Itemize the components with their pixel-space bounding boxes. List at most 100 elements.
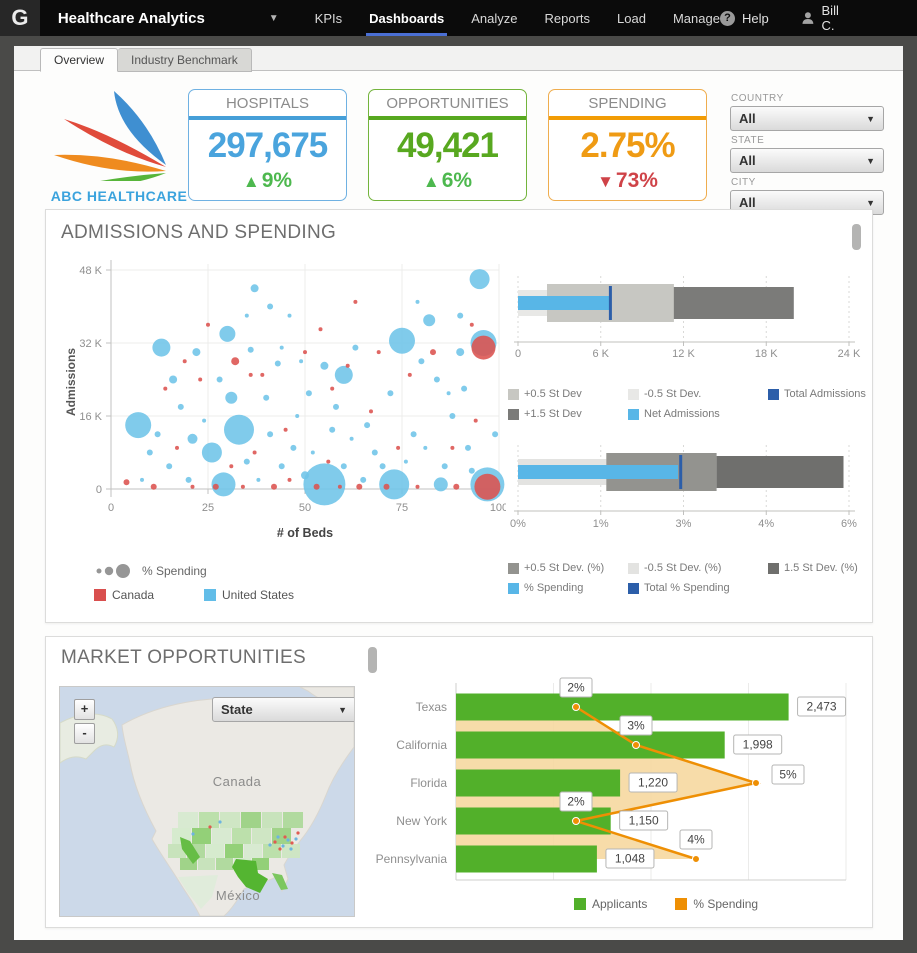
legend-swatch [675,898,688,910]
country-select[interactable]: All ▼ [730,106,884,131]
svg-text:0%: 0% [510,518,526,530]
panel-scrollbar-thumb[interactable] [852,224,861,250]
map-region-select[interactable]: State ▼ [212,697,354,722]
chevron-down-icon: ▼ [866,113,875,124]
svg-text:Pennsylvania: Pennsylvania [376,852,448,866]
panel-scrollbar-thumb[interactable] [368,647,377,673]
nav-item-load[interactable]: Load [617,10,646,26]
legend-swatch [628,388,639,400]
legend-swatch [508,388,519,400]
filter-label-state: STATE [731,135,765,146]
kpi-delta: ▼73% [597,169,658,192]
svg-text:25: 25 [202,502,214,514]
kpi-card-opportunities: OPPORTUNITIES 49,421 ▲6% [368,89,527,201]
svg-text:75: 75 [396,502,408,514]
kpi-delta: ▲9% [242,169,293,192]
chevron-down-icon: ▼ [866,197,875,208]
svg-text:# of Beds: # of Beds [277,526,333,540]
app-logo-letter: G [11,5,29,30]
dashboard-tabs: Overview Industry Benchmark [40,48,252,72]
svg-text:18 K: 18 K [755,348,778,360]
page-content: Overview Industry Benchmark ABC HEALTHCA… [14,46,903,940]
kpi-rule [369,116,526,120]
spending-bullet-legend: +0.5 St Dev. (%) -0.5 St Dev. (%) 1.5 St… [508,562,870,594]
svg-text:Admissions: Admissions [64,348,78,416]
legend-item[interactable]: % Spending [508,582,628,594]
state-select[interactable]: All ▼ [730,148,884,173]
help-button[interactable]: ? Help [719,10,769,26]
legend-item-canada[interactable]: Canada [94,588,204,602]
panel-admissions-and-spending: ADMISSIONS AND SPENDING 0 25 50 75 100 0 16 K 3… [45,209,873,623]
legend-item[interactable]: +0.5 St Dev [508,388,628,400]
legend-item[interactable]: Total Admissions [768,388,870,400]
svg-text:4%: 4% [758,518,774,530]
nav-menu: KPIs Dashboards Analyze Reports Load Man… [315,0,720,36]
legend-item-united-states[interactable]: United States [204,588,314,602]
filter-label-country: COUNTRY [731,93,784,104]
choropleth-map[interactable]: Canada México + - State ▼ [59,686,355,917]
project-selector[interactable]: Healthcare Analytics ▼ [58,10,295,27]
kpi-value: 49,421 [396,126,499,165]
kpi-card-hospitals: HOSPITALS 297,675 ▲9% [188,89,347,201]
svg-text:Florida: Florida [410,776,447,790]
market-bar-chart: Texas California Florida New York Pennsylvan… [376,677,847,881]
nav-right: ? Help Bill C. [719,3,855,33]
svg-text:24 K: 24 K [838,348,861,360]
svg-text:1,998: 1,998 [743,738,773,752]
app-logo[interactable]: G [0,0,40,36]
kpi-card-spending: SPENDING 2.75% ▼73% [548,89,707,201]
help-icon: ? [719,10,735,26]
filter-panel: COUNTRY All ▼ STATE All ▼ CITY All ▼ [730,89,884,215]
top-navbar: G Healthcare Analytics ▼ KPIs Dashboards… [0,0,917,36]
chevron-down-icon: ▼ [866,155,875,166]
svg-text:3%: 3% [627,719,645,733]
panel-title: MARKET OPPORTUNITIES [61,647,306,668]
svg-text:12 K: 12 K [672,348,695,360]
legend-item[interactable]: 1.5 St Dev. (%) [768,562,870,574]
help-label: Help [741,10,769,26]
panel-title: ADMISSIONS AND SPENDING [61,222,337,243]
nav-item-manage[interactable]: Manage [672,10,720,26]
legend-item[interactable]: +1.5 St Dev [508,408,628,420]
company-logo: ABC HEALTHCARE [48,87,190,204]
legend-swatch [574,898,586,910]
nav-item-kpis[interactable]: KPIs [314,10,343,26]
tab-overview[interactable]: Overview [40,48,119,72]
legend-swatch [94,589,106,601]
user-menu[interactable]: Bill C. [801,3,855,33]
svg-text:0: 0 [515,348,521,360]
nav-item-reports[interactable]: Reports [544,10,591,26]
legend-item-pct-spending[interactable]: % Spending [675,897,758,911]
legend-swatch [628,562,639,574]
svg-text:2,473: 2,473 [807,700,837,714]
zoom-in-button[interactable]: + [74,699,95,720]
legend-item-applicants[interactable]: Applicants [574,897,647,911]
legend-item[interactable]: -0.5 St Dev. (%) [628,562,768,574]
legend-swatch [768,562,779,574]
chevron-down-icon: ▼ [268,12,279,24]
legend-item[interactable]: -0.5 St Dev. [628,388,768,400]
svg-text:100: 100 [490,502,506,514]
filter-label-city: CITY [731,177,756,188]
nav-item-dashboards[interactable]: Dashboards [366,0,448,36]
svg-text:1,220: 1,220 [638,776,668,790]
legend-swatch [508,562,519,574]
svg-text:0: 0 [96,484,102,496]
legend-item[interactable]: Total % Spending [628,582,768,594]
map-graphic: Canada México [60,687,354,916]
legend-item[interactable]: +0.5 St Dev. (%) [508,562,628,574]
user-icon [802,12,814,24]
svg-text:California: California [396,738,447,752]
user-label: Bill C. [821,3,839,33]
svg-text:32 K: 32 K [79,338,102,350]
tab-industry-benchmark[interactable]: Industry Benchmark [118,48,252,72]
legend-swatch [508,582,519,594]
zoom-out-button[interactable]: - [74,723,95,744]
legend-swatch [508,408,519,420]
nav-item-analyze[interactable]: Analyze [471,10,518,26]
project-title: Healthcare Analytics [57,9,205,27]
dashboard-canvas: ABC HEALTHCARE HOSPITALS 297,675 ▲9% OPP… [14,70,903,940]
legend-item[interactable]: Net Admissions [628,408,768,420]
kpi-value: 2.75% [580,126,675,165]
spending-bullet-chart: 0% 1% 3% 4% 6% [510,445,857,530]
